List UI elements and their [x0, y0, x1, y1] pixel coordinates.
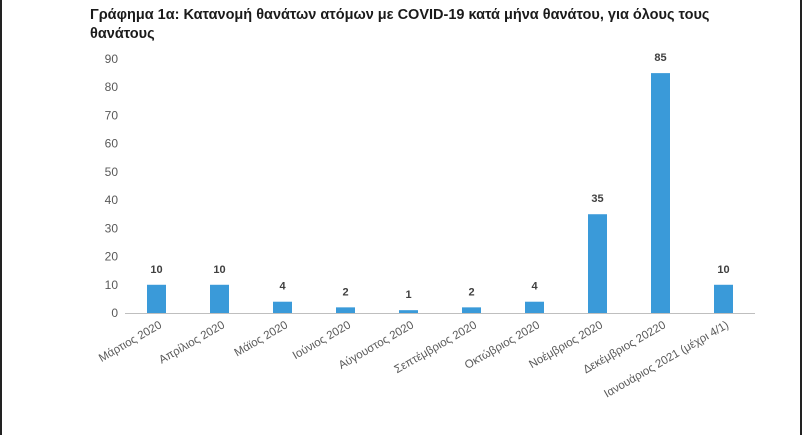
data-label: 35 — [591, 193, 603, 205]
y-tick-label: 60 — [105, 137, 119, 151]
bar — [462, 307, 481, 313]
bar — [525, 301, 544, 313]
bar — [651, 73, 670, 313]
bars — [147, 73, 733, 313]
data-label: 10 — [213, 264, 225, 276]
data-label: 1 — [405, 289, 411, 301]
y-axis-ticks: 0 10 20 30 40 50 60 70 80 90 — [105, 52, 119, 320]
y-tick-label: 80 — [105, 80, 119, 94]
data-labels: 10 10 4 2 1 2 4 35 85 10 — [150, 52, 729, 301]
bar — [399, 310, 418, 313]
data-label: 10 — [150, 264, 162, 276]
bar — [714, 284, 733, 313]
y-tick-label: 10 — [105, 278, 119, 292]
data-label: 2 — [468, 286, 474, 298]
bar — [147, 284, 166, 313]
x-tick-label: Μάρτιος 2020 — [97, 319, 164, 365]
bar — [336, 307, 355, 313]
data-label: 4 — [279, 281, 286, 293]
bar — [588, 214, 607, 313]
data-label: 2 — [342, 286, 348, 298]
x-tick-label: Ιανουάριος 2021 (μέχρι 4/1) — [602, 319, 731, 400]
data-label: 10 — [717, 264, 729, 276]
y-tick-label: 40 — [105, 193, 119, 207]
data-label: 4 — [531, 281, 538, 293]
data-label: 85 — [654, 52, 666, 64]
bar — [210, 284, 229, 313]
bar — [273, 301, 292, 313]
y-tick-label: 20 — [105, 250, 119, 264]
x-tick-label: Μάϊος 2020 — [232, 319, 290, 359]
y-tick-label: 30 — [105, 221, 119, 235]
y-tick-label: 50 — [105, 165, 119, 179]
y-tick-label: 90 — [105, 52, 119, 66]
x-tick-label: Ιούνιος 2020 — [291, 319, 353, 362]
y-tick-label: 0 — [111, 306, 118, 320]
x-tick-label: Απρίλιος 2020 — [157, 319, 227, 366]
chart-title: Γράφημα 1α: Κατανομή θανάτων ατόμων με C… — [90, 7, 710, 42]
y-tick-label: 70 — [105, 108, 119, 122]
